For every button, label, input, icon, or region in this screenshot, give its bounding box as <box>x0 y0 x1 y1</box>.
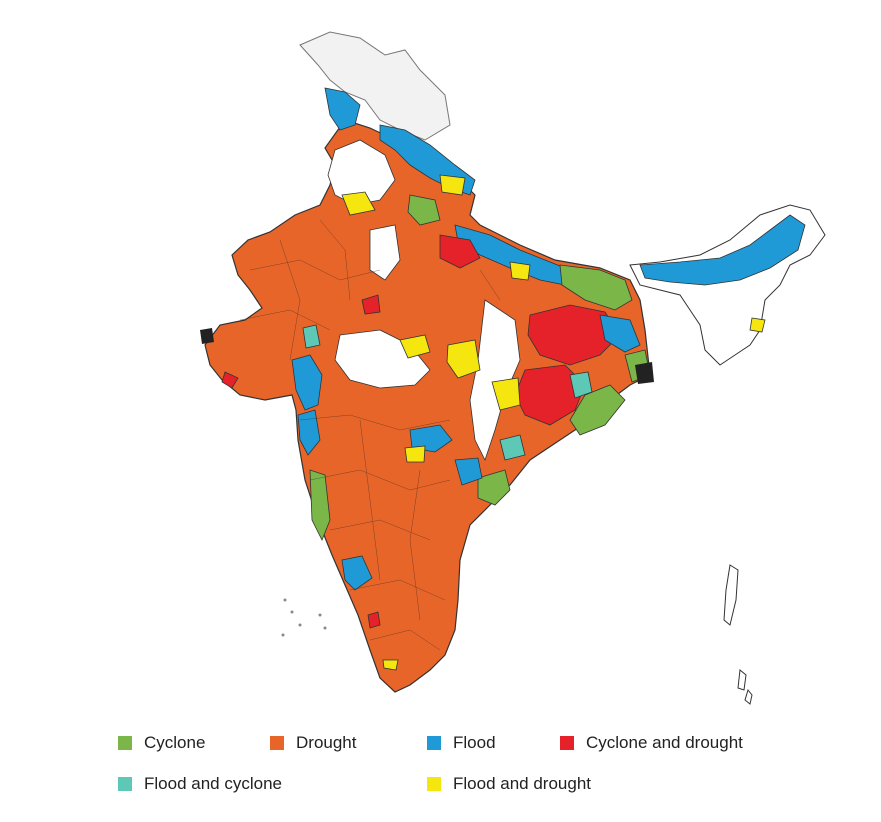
region-jammu-kashmir <box>299 31 451 141</box>
zone-flood-drought-up <box>439 174 466 196</box>
zone-cyclone-andhra <box>477 469 511 506</box>
zone-flood-drought-punjab <box>341 191 376 216</box>
zone-flood-cyclone-odisha <box>569 371 593 399</box>
legend-swatch-drought <box>270 736 284 750</box>
zone-flood-telangana <box>409 424 453 453</box>
zone-flood-cyclone-gujarat <box>302 324 321 349</box>
zone-flood-karnataka <box>341 555 373 591</box>
zone-flood-drought-ne <box>749 317 766 333</box>
legend-swatch-flood-and-drought <box>427 777 441 791</box>
zone-flood-drought-bihar <box>509 261 531 281</box>
zone-dark-bengal <box>635 362 654 384</box>
zone-cyclone-odisha-coast <box>569 384 626 436</box>
legend-swatch-cyclone-and-drought <box>560 736 574 750</box>
zone-cyclone-drought-west <box>221 371 239 389</box>
legend-item-flood-and-cyclone: Flood and cyclone <box>118 774 282 794</box>
legend-swatch-flood-and-cyclone <box>118 777 132 791</box>
region-andaman-nicobar <box>723 564 753 705</box>
zone-flood-odisha <box>599 314 641 353</box>
zone-flood-drought-tn <box>382 659 399 671</box>
district-borders <box>239 219 501 651</box>
legend-label-flood: Flood <box>453 733 496 752</box>
zone-flood-ap-coast <box>454 457 483 486</box>
legend-item-drought: Drought <box>270 733 356 753</box>
zone-flood-drought-chh <box>491 377 521 411</box>
legend-item-flood: Flood <box>427 733 496 753</box>
zone-cyclone-drought-up <box>439 234 481 269</box>
zone-flood-cyclone-ap <box>499 434 526 461</box>
zone-unaffected-punjab <box>327 139 396 206</box>
zone-cyclone-konkan <box>309 469 331 541</box>
zone-flood-jk <box>324 87 361 131</box>
legend-item-cyclone: Cyclone <box>118 733 205 753</box>
india-district-hazard-map <box>200 31 826 705</box>
legend-label-cyclone-and-drought: Cyclone and drought <box>586 733 743 752</box>
zone-flood-northeast <box>639 214 806 286</box>
zone-dark-gujarat <box>200 328 214 344</box>
legend-swatch-flood <box>427 736 441 750</box>
region-lakshadweep <box>281 598 327 637</box>
zone-unaffected-chhattisgarh <box>469 299 521 462</box>
legend-label-flood-and-drought: Flood and drought <box>453 774 591 793</box>
zone-cyclone-drought-mp <box>361 294 381 315</box>
zone-flood-gujarat <box>291 354 323 411</box>
legend-item-cyclone-and-drought: Cyclone and drought <box>560 733 743 753</box>
zone-cyclone-drought-kerala <box>367 611 381 629</box>
zone-cyclone-bengal <box>559 264 633 311</box>
zone-flood-drought-mp <box>399 334 431 359</box>
zone-cyclone-drought-jharkhand <box>527 304 621 366</box>
zone-flood-konkan <box>297 409 321 456</box>
zone-flood-drought-mp2 <box>446 339 481 379</box>
legend-label-cyclone: Cyclone <box>144 733 206 752</box>
legend-swatch-cyclone <box>118 736 132 750</box>
legend-label-flood-and-cyclone: Flood and cyclone <box>144 774 282 793</box>
zone-flood-drought-telangana <box>404 445 426 463</box>
legend-item-flood-and-drought: Flood and drought <box>427 774 591 794</box>
zone-cyclone-up <box>407 194 441 226</box>
map-svg <box>200 31 826 705</box>
zone-unaffected-up <box>369 224 401 281</box>
legend-label-drought: Drought <box>296 733 357 752</box>
